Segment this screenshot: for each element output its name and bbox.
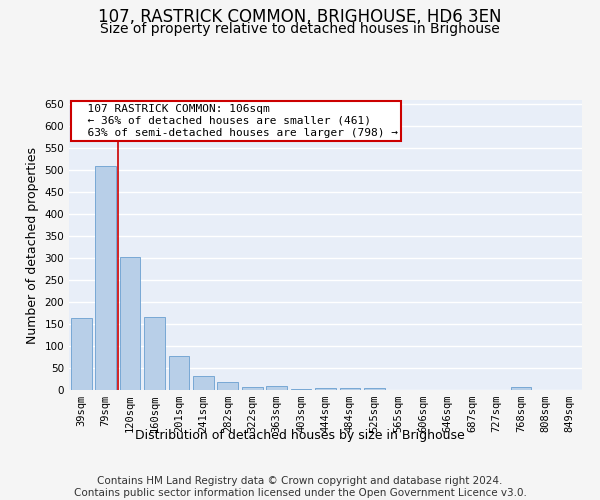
Bar	[364, 388, 385, 390]
Text: 107, RASTRICK COMMON, BRIGHOUSE, HD6 3EN: 107, RASTRICK COMMON, BRIGHOUSE, HD6 3EN	[98, 8, 502, 26]
Bar	[315, 388, 336, 390]
Bar	[340, 388, 361, 390]
Text: Contains HM Land Registry data © Crown copyright and database right 2024.
Contai: Contains HM Land Registry data © Crown c…	[74, 476, 526, 498]
Text: Size of property relative to detached houses in Brighouse: Size of property relative to detached ho…	[100, 22, 500, 36]
Bar	[193, 376, 214, 390]
Bar	[71, 318, 92, 390]
Bar	[169, 356, 190, 390]
Bar	[290, 389, 311, 390]
Bar	[119, 258, 140, 390]
Bar	[511, 388, 532, 390]
Bar	[144, 316, 165, 390]
Bar	[266, 386, 287, 390]
Bar	[217, 382, 238, 390]
Bar	[95, 166, 116, 390]
Text: 107 RASTRICK COMMON: 106sqm
  ← 36% of detached houses are smaller (461)
  63% o: 107 RASTRICK COMMON: 106sqm ← 36% of det…	[74, 104, 398, 138]
Text: Distribution of detached houses by size in Brighouse: Distribution of detached houses by size …	[135, 428, 465, 442]
Bar	[242, 387, 263, 390]
Y-axis label: Number of detached properties: Number of detached properties	[26, 146, 39, 344]
